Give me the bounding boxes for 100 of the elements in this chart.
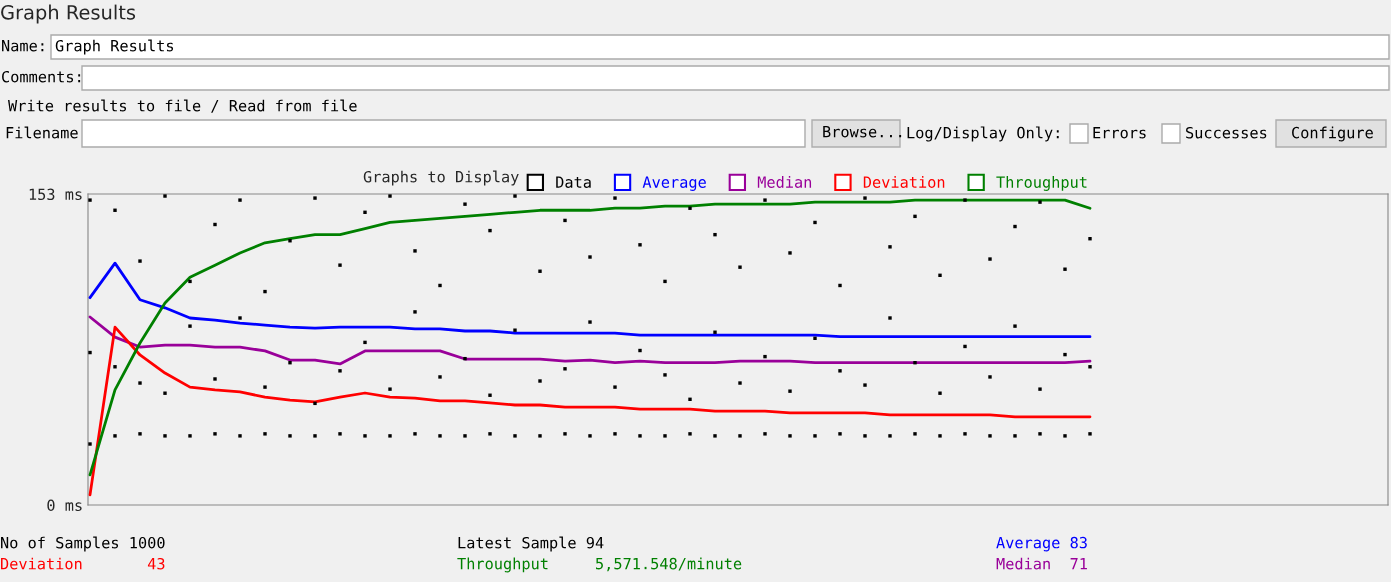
point (788, 389, 792, 393)
point (363, 434, 367, 438)
point (888, 316, 892, 320)
legend-label: Throughput (996, 176, 1087, 191)
point (438, 283, 442, 288)
text: Comments: (2, 70, 81, 83)
point (238, 198, 242, 202)
text: Median 71 (996, 557, 1087, 570)
point (188, 434, 192, 438)
point (288, 361, 292, 365)
point (563, 432, 567, 436)
point (288, 434, 292, 438)
point (938, 391, 942, 395)
point (413, 432, 417, 436)
point (863, 434, 867, 438)
point (688, 397, 692, 401)
text: Errors (1093, 127, 1146, 139)
point (363, 210, 367, 214)
point (313, 401, 317, 406)
point (813, 434, 817, 438)
point (638, 243, 642, 247)
point (713, 330, 717, 334)
point (638, 434, 642, 438)
point (863, 383, 867, 387)
point (563, 367, 567, 371)
point (663, 279, 667, 284)
point (1013, 324, 1017, 328)
point (763, 354, 767, 359)
text: Successes (1186, 126, 1267, 139)
point (263, 432, 267, 436)
point (888, 434, 892, 438)
text: Throughput 5,571.548/minute (457, 557, 742, 573)
point (988, 257, 992, 261)
point (563, 218, 567, 223)
point (738, 265, 742, 269)
point (138, 381, 142, 385)
point (188, 324, 192, 328)
point (963, 344, 967, 349)
point (113, 365, 117, 369)
point (588, 434, 592, 438)
point (463, 434, 467, 438)
point (638, 348, 642, 353)
point (1088, 237, 1092, 241)
point (288, 239, 292, 243)
point (1038, 387, 1042, 391)
point (613, 385, 617, 389)
point (1088, 432, 1092, 436)
point (588, 255, 592, 259)
point (413, 310, 417, 314)
point (1013, 434, 1017, 438)
point (663, 434, 667, 438)
point (988, 375, 992, 379)
text: No of Samples 1000 (1, 536, 165, 552)
point (888, 245, 892, 249)
point (338, 263, 342, 267)
y-tick-label: 0 ms (47, 499, 82, 512)
point (688, 432, 692, 436)
point (538, 269, 542, 273)
point (413, 249, 417, 253)
point (463, 356, 467, 361)
point (1038, 200, 1042, 204)
point (988, 434, 992, 438)
text: Log/Display Only: (907, 126, 1059, 142)
point (163, 391, 167, 395)
point (163, 194, 167, 198)
point (388, 194, 392, 198)
point (1063, 267, 1067, 271)
point (88, 198, 92, 202)
text: Graph Results (55, 39, 174, 55)
point (763, 432, 767, 436)
point (213, 222, 217, 227)
point (913, 361, 917, 365)
point (1038, 432, 1042, 436)
point (113, 208, 117, 212)
point (213, 432, 217, 436)
point (813, 220, 817, 225)
point (838, 369, 842, 373)
point (538, 379, 542, 383)
point (338, 369, 342, 373)
point (213, 377, 217, 381)
point (963, 432, 967, 436)
point (538, 434, 542, 438)
text: Average 83 (996, 536, 1087, 552)
point (513, 434, 517, 438)
point (738, 381, 742, 385)
point (938, 434, 942, 438)
point (688, 206, 692, 210)
text: Name: (2, 40, 44, 52)
point (138, 432, 142, 436)
point (838, 432, 842, 436)
line-series (88, 198, 1092, 477)
point (738, 434, 742, 438)
point (838, 283, 842, 288)
point (613, 432, 617, 436)
point (388, 387, 392, 391)
point (588, 320, 592, 324)
point (438, 375, 442, 379)
point (788, 251, 792, 255)
legend-label: Deviation (863, 176, 945, 188)
text: Latest Sample 94 (458, 536, 604, 552)
